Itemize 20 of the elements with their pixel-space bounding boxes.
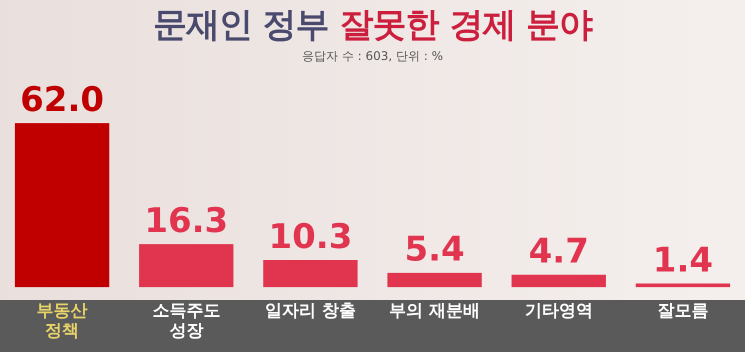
data-label: 5.4 bbox=[404, 230, 465, 270]
bar bbox=[263, 260, 358, 288]
chart-subtitle: 응답자 수 : 603, 단위 : % bbox=[300, 48, 444, 65]
x-tick-label: 잘모름 bbox=[657, 300, 708, 321]
data-label: 1.4 bbox=[652, 240, 714, 280]
x-tick-label: 일자리 창출 bbox=[264, 300, 356, 321]
x-tick-label: 부동산 정책 bbox=[36, 300, 88, 342]
bar bbox=[636, 283, 730, 288]
bar bbox=[387, 272, 482, 288]
bar bbox=[14, 123, 110, 288]
bar bbox=[139, 244, 234, 288]
data-label: 16.3 bbox=[144, 200, 228, 241]
chart-title: 문재인 정부 잘못한 경제 분야 bbox=[152, 5, 592, 45]
data-label: 10.3 bbox=[268, 216, 352, 257]
x-tick-label: 소득주도 성장 bbox=[152, 300, 220, 342]
x-tick-label: 부의 재분배 bbox=[389, 300, 480, 321]
bar bbox=[512, 274, 606, 288]
data-label: 62.0 bbox=[20, 80, 104, 120]
data-label: 4.7 bbox=[528, 232, 589, 272]
x-tick-label: 기타영역 bbox=[524, 300, 593, 321]
